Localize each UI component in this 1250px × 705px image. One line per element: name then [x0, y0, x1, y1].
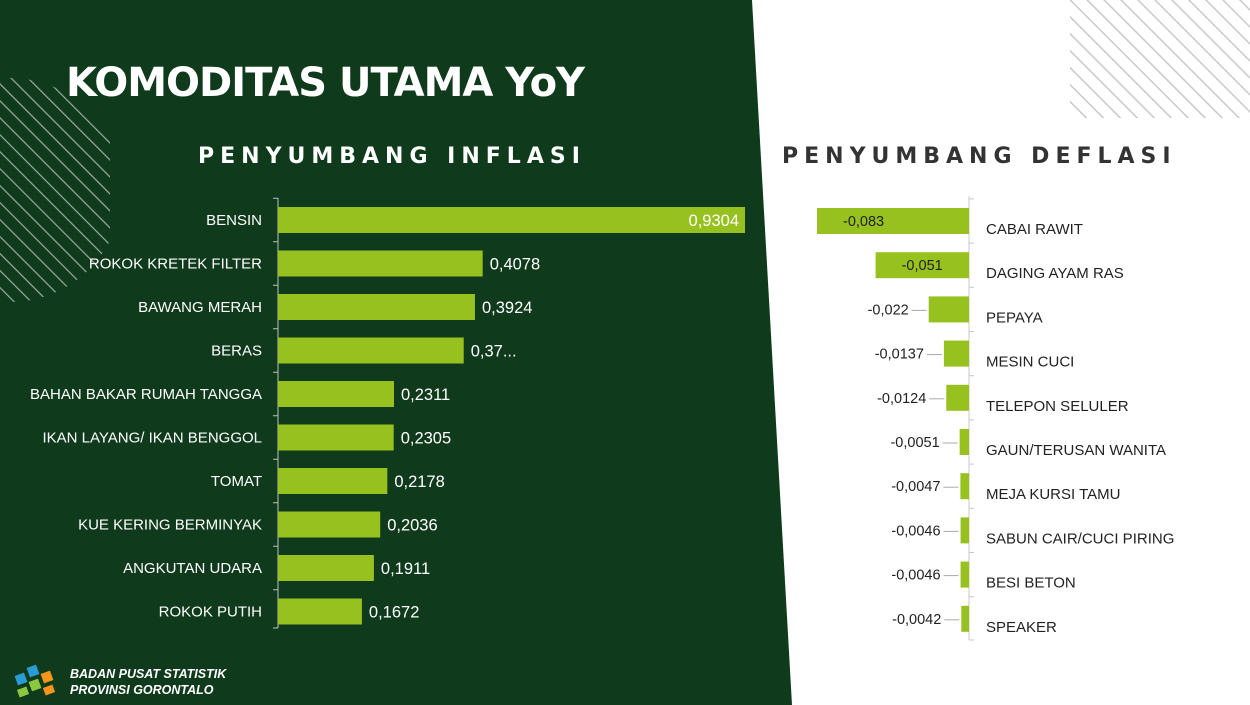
- deflation-bar: [960, 473, 969, 500]
- inflation-value-label: 0,9304: [689, 212, 739, 230]
- deflation-value-label: -0,022: [868, 302, 909, 318]
- organization-name: BADAN PUSAT STATISTIK PROVINSI GORONTALO: [70, 666, 226, 698]
- inflation-category-label: KUE KERING BERMINYAK: [78, 517, 262, 534]
- deflation-value-label: -0,0046: [891, 523, 940, 539]
- deflation-bar: [928, 296, 969, 323]
- deflation-category-label: TELEPON SELULER: [986, 398, 1129, 415]
- deflation-bar: [817, 208, 969, 234]
- inflation-value-label: 0,2305: [401, 430, 451, 448]
- inflation-bar: [278, 250, 483, 277]
- deflation-category-label: DAGING AYAM RAS: [986, 265, 1124, 282]
- inflation-bar: [278, 424, 394, 451]
- deflation-value-label: -0,0137: [875, 347, 924, 363]
- deflation-bar: [959, 429, 969, 455]
- inflation-category-label: ROKOK PUTIH: [159, 604, 262, 621]
- deflation-bar: [946, 384, 969, 411]
- deflation-category-label: MEJA KURSI TAMU: [986, 486, 1120, 503]
- inflation-value-label: 0,37...: [471, 343, 517, 361]
- organization-line-2: PROVINSI GORONTALO: [70, 683, 214, 697]
- organization-line-1: BADAN PUSAT STATISTIK: [70, 667, 227, 681]
- inflation-category-label: ROKOK KRETEK FILTER: [89, 256, 262, 273]
- inflation-category-label: TOMAT: [211, 473, 262, 490]
- deflation-value-label: -0,0042: [892, 612, 941, 628]
- inflation-bar: [278, 381, 394, 407]
- deflation-category-label: MESIN CUCI: [986, 354, 1074, 371]
- inflation-value-label: 0,2036: [387, 517, 437, 535]
- hatch-decoration-left: [0, 78, 110, 302]
- deflation-bar: [875, 252, 969, 279]
- deflation-category-label: SPEAKER: [986, 619, 1057, 636]
- deflation-value-label: -0,0047: [891, 479, 940, 495]
- inflation-category-label: BENSIN: [206, 212, 262, 229]
- inflation-category-label: BAHAN BAKAR RUMAH TANGGA: [30, 386, 262, 403]
- inflation-bar: [278, 468, 388, 494]
- deflation-category-label: PEPAYA: [986, 309, 1043, 326]
- inflation-bar: [278, 598, 362, 625]
- inflation-category-label: BAWANG MERAH: [138, 299, 262, 316]
- deflation-category-label: CABAI RAWIT: [986, 221, 1083, 238]
- bps-logo: [14, 664, 56, 698]
- deflation-bar: [943, 340, 969, 367]
- inflation-bar: [278, 337, 464, 364]
- inflation-category-label: ANGKUTAN UDARA: [123, 560, 262, 577]
- deflation-bar: [960, 561, 969, 588]
- inflation-category-label: BERAS: [211, 343, 262, 360]
- deflation-category-label: BESI BETON: [986, 575, 1076, 592]
- deflation-value-label: -0,0124: [877, 391, 926, 407]
- deflation-category-label: SABUN CAIR/CUCI PIRING: [986, 530, 1174, 547]
- deflation-value-label: -0,083: [843, 214, 884, 230]
- deflation-chart-title: PENYUMBANG DEFLASI: [782, 144, 1177, 169]
- inflation-category-label: IKAN LAYANG/ IKAN BENGGOL: [42, 430, 262, 447]
- inflation-bar: [278, 294, 475, 320]
- deflation-category-label: GAUN/TERUSAN WANITA: [986, 442, 1166, 459]
- inflation-value-label: 0,2178: [394, 473, 444, 491]
- inflation-bar: [278, 207, 745, 233]
- inflation-bar: [278, 511, 381, 538]
- deflation-value-label: -0,0046: [891, 568, 940, 584]
- page-title: KOMODITAS UTAMA YoY: [66, 60, 585, 106]
- inflation-value-label: 0,1672: [369, 604, 419, 622]
- inflation-chart-title: PENYUMBANG INFLASI: [198, 144, 586, 169]
- inflation-value-label: 0,2311: [401, 386, 450, 404]
- inflation-value-label: 0,3924: [482, 299, 532, 317]
- deflation-value-label: -0,051: [902, 258, 943, 274]
- deflation-bar: [961, 605, 969, 632]
- inflation-bar: [278, 555, 374, 581]
- deflation-value-label: -0,0051: [890, 435, 939, 451]
- deflation-bar: [960, 517, 969, 544]
- inflation-value-label: 0,1911: [381, 560, 430, 578]
- hatch-decoration-right: [1070, 0, 1250, 118]
- inflation-value-label: 0,4078: [490, 256, 540, 274]
